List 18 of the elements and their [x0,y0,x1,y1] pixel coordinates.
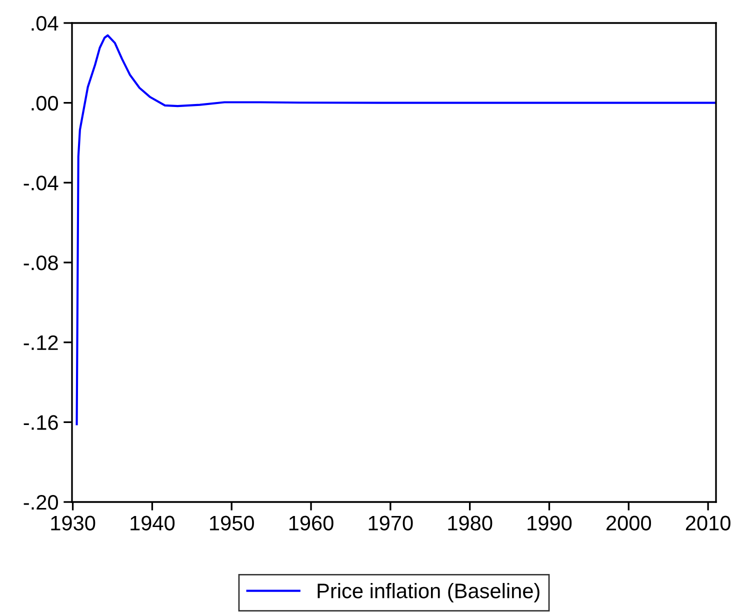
x-tick-label: 1940 [130,516,175,530]
x-tick-label: 1980 [448,516,492,530]
y-tick-label: -.20 [24,495,58,510]
y-tick-label: .00 [32,96,58,111]
legend-label: Price inflation (Baseline) [318,583,540,602]
y-tick-label: -.04 [24,176,58,190]
line-series [76,34,716,426]
y-tick-label: -.16 [24,415,58,430]
y-tick-label: -.12 [24,335,58,350]
x-tick-label: 2000 [606,516,652,530]
x-tick-label: 1960 [289,516,334,530]
x-tick-label: 1990 [528,516,572,530]
x-tick-label: 1950 [210,516,254,530]
y-tick-label: .04 [32,16,58,31]
x-tick-label: 1970 [368,516,413,530]
x-tick-label: 2010 [686,516,730,530]
y-tick-label: -.08 [24,256,58,270]
x-tick-label: 1930 [51,516,96,530]
